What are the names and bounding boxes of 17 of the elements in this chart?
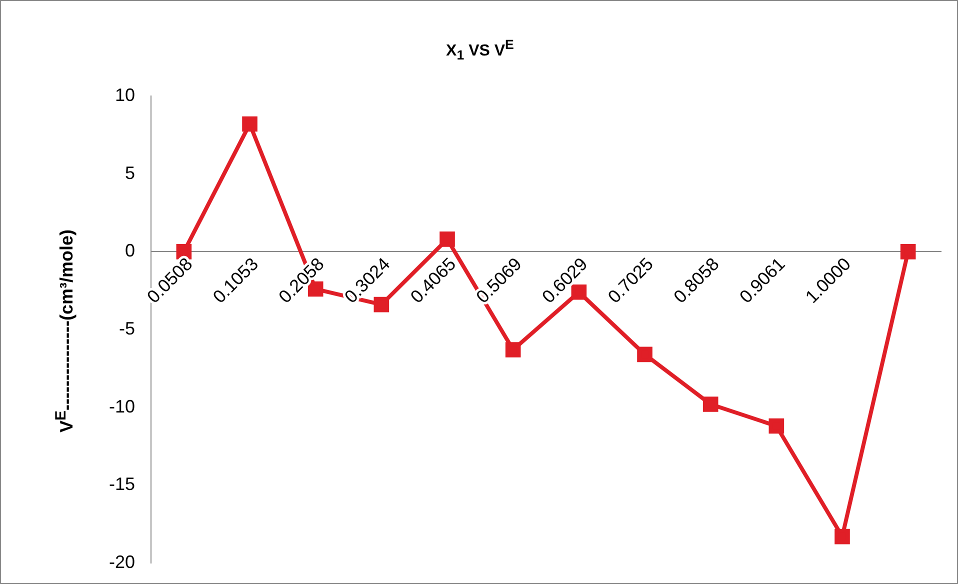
point (505, 342, 521, 358)
y-tick-label: 10 (114, 84, 136, 105)
point (176, 244, 192, 260)
chart-title: X$_{1}$ VS V$^{E}$ (445, 37, 515, 63)
point (834, 528, 850, 544)
point (702, 396, 718, 412)
y-tick-label: -10 (109, 396, 136, 416)
y-tick-label: 0 (125, 240, 136, 261)
point (900, 244, 916, 260)
point (242, 116, 258, 132)
point (768, 418, 784, 434)
y-tick-label: -15 (109, 474, 136, 494)
point (637, 346, 652, 362)
point (440, 232, 455, 247)
y-tick-label: -20 (109, 552, 136, 572)
y-tick-label: -5 (119, 318, 136, 338)
y-tick-label: 5 (125, 162, 136, 183)
